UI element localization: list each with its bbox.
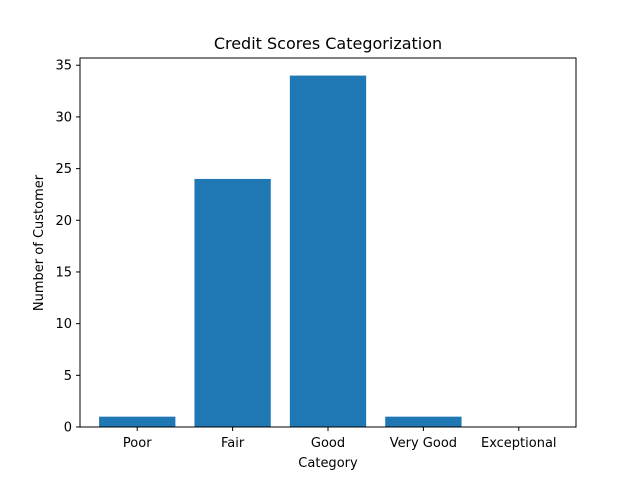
y-tick-label: 0 bbox=[64, 421, 72, 436]
x-tick-label: Very Good bbox=[390, 436, 457, 451]
bar-good bbox=[289, 75, 367, 428]
x-axis-label: Category bbox=[298, 456, 358, 471]
x-tick-label: Exceptional bbox=[481, 436, 557, 451]
x-tick-label: Fair bbox=[221, 436, 245, 451]
y-axis-ticks: 0 5 10 15 20 25 30 35 bbox=[55, 59, 80, 436]
bars-group bbox=[99, 75, 462, 428]
y-axis-label: Number of Customer bbox=[32, 174, 47, 311]
x-axis-ticks: Poor Fair Good Very Good Exceptional bbox=[123, 427, 557, 451]
x-tick-label: Good bbox=[311, 436, 345, 451]
bar-fair bbox=[194, 178, 271, 427]
y-tick-label: 5 bbox=[64, 369, 72, 384]
plot-frame bbox=[79, 57, 577, 428]
chart-title: Credit Scores Categorization bbox=[214, 34, 442, 53]
y-tick-label: 25 bbox=[55, 162, 72, 177]
bar-very-good bbox=[385, 416, 462, 427]
bar-poor bbox=[99, 416, 176, 427]
y-tick-label: 10 bbox=[55, 317, 72, 332]
x-tick-label: Poor bbox=[123, 436, 152, 451]
y-tick-label: 35 bbox=[55, 59, 72, 74]
y-tick-label: 20 bbox=[55, 214, 72, 229]
y-tick-label: 30 bbox=[55, 110, 72, 125]
y-tick-label: 15 bbox=[55, 265, 72, 280]
